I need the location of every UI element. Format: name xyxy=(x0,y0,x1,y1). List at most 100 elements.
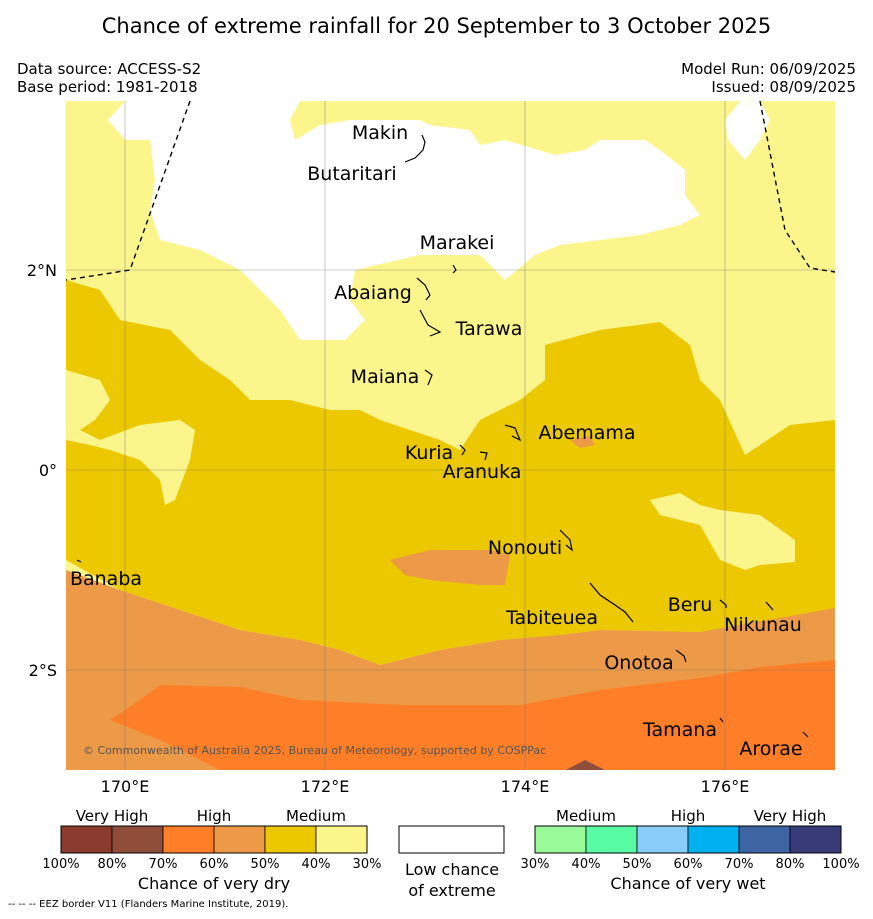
legend-wet-group-very-high: Very High xyxy=(754,807,827,825)
wet-ticks-tick-6: 100% xyxy=(822,857,859,872)
legend-wet-frame xyxy=(534,825,842,854)
dry-swatches-swatch-2 xyxy=(162,825,215,854)
dry-ticks-tick-4: 50% xyxy=(251,857,280,872)
zone-high-dry-patch xyxy=(390,550,510,585)
legend-dry-group-high: High xyxy=(197,807,231,825)
place-label-tamana: Tamana xyxy=(642,719,717,741)
island-nonouti-coast xyxy=(559,529,573,552)
island-arorae-coast xyxy=(802,731,809,738)
dry-ticks-tick-5: 40% xyxy=(302,857,331,872)
place-label-onotoa: Onotoa xyxy=(604,652,673,674)
chart-title: Chance of extreme rainfall for 20 Septem… xyxy=(101,14,772,38)
model-run-info: Model Run: 06/09/2025 Issued: 08/09/2025 xyxy=(681,60,856,96)
lon-label-172e: 172°E xyxy=(301,777,350,796)
dry-ticks-tick-0: 100% xyxy=(42,857,79,872)
legend-low-chance: Low chance of extreme xyxy=(398,825,505,900)
legend-dry-swatches xyxy=(60,825,368,854)
lat-label-0: 0° xyxy=(39,461,57,480)
axis-labels: 2°N 0° 2°S 170°E 172°E 174°E 176°E xyxy=(27,261,749,796)
place-label-kuria: Kuria xyxy=(405,442,453,464)
place-label-nonouti: Nonouti xyxy=(488,537,562,559)
zone-low-chance-north xyxy=(108,101,700,340)
island-tamana-coast xyxy=(719,717,724,723)
island-abaiang-coast xyxy=(416,277,431,301)
place-label-tabiteuea: Tabiteuea xyxy=(505,607,598,629)
legend-wet-ticks: 30% 40% 50% 60% 70% 80% 100% xyxy=(521,857,860,872)
zone-high-dry-far-south xyxy=(110,660,835,770)
issued-date: Issued: 08/09/2025 xyxy=(711,78,856,96)
place-label-marakei: Marakei xyxy=(420,232,495,254)
wet-ticks-tick-5: 80% xyxy=(776,857,805,872)
place-label-aranuka: Aranuka xyxy=(443,461,522,483)
data-source: Data source: ACCESS-S2 xyxy=(17,60,202,78)
base-period: Base period: 1981-2018 xyxy=(17,78,198,96)
zone-light-patch-east xyxy=(650,493,795,570)
place-label-beru: Beru xyxy=(668,594,713,616)
zone-high-dry-dot xyxy=(570,436,595,448)
wet-ticks-tick-2: 50% xyxy=(623,857,652,872)
legend-wet-group-medium: Medium xyxy=(556,807,616,825)
island-onotoa-coast xyxy=(675,649,687,663)
dry-swatches-swatch-4 xyxy=(264,825,317,854)
dry-swatches-swatch-3 xyxy=(213,825,266,854)
wet-swatches-swatch-5 xyxy=(789,825,842,854)
island-abemama-coast xyxy=(504,424,522,442)
lon-label-174e: 174°E xyxy=(501,777,550,796)
wet-ticks-tick-0: 30% xyxy=(521,857,550,872)
legend-dry-ticks: 100% 80% 70% 60% 50% 40% 30% xyxy=(42,857,381,872)
island-banaba-coast xyxy=(76,559,82,563)
dry-swatches-swatch-0 xyxy=(60,825,113,854)
lat-label-2s: 2°S xyxy=(29,661,57,680)
island-kuria-coast xyxy=(459,444,466,456)
legend-wet-group-high: High xyxy=(671,807,705,825)
place-labels: Makin Butaritari Marakei Abaiang Tarawa Maian… xyxy=(70,122,803,760)
place-label-maiana: Maiana xyxy=(351,366,420,388)
eez-footnote: -- -- -- EEZ border V11 (Flanders Marine… xyxy=(8,899,289,910)
island-marakei-coast xyxy=(452,264,457,274)
place-label-abaiang: Abaiang xyxy=(334,282,412,304)
legend-low-swatch xyxy=(398,825,505,854)
place-label-nikunau: Nikunau xyxy=(724,614,802,636)
wet-swatches-swatch-0 xyxy=(534,825,587,854)
legend-dry-group-very-high: Very High xyxy=(76,807,149,825)
model-run: Model Run: 06/09/2025 xyxy=(681,60,856,78)
legend-low-caption-line2: of extreme xyxy=(408,881,495,900)
place-label-banaba: Banaba xyxy=(70,568,142,590)
zone-medium-dry xyxy=(66,280,835,665)
graticule xyxy=(66,101,835,770)
wet-swatches-swatch-4 xyxy=(738,825,791,854)
dry-swatches-swatch-1 xyxy=(111,825,164,854)
wet-swatches-swatch-3 xyxy=(687,825,740,854)
legend-wet-swatches xyxy=(534,825,842,854)
legend-dry-frame xyxy=(60,825,368,854)
legend-wet: Medium High Very High 30% 40% 50% 60% 70% 80%… xyxy=(521,807,860,893)
place-label-tarawa: Tarawa xyxy=(455,318,523,340)
data-source-info: Data source: ACCESS-S2 Base period: 1981… xyxy=(17,60,201,96)
island-tabiteuea-coast xyxy=(589,582,634,623)
coastlines xyxy=(76,134,809,738)
place-label-butaritari: Butaritari xyxy=(307,163,396,185)
dry-ticks-tick-6: 30% xyxy=(353,857,382,872)
zone-low-chance-northeast xyxy=(725,101,770,160)
legend-dry-caption: Chance of very dry xyxy=(138,874,290,893)
legend-low-caption-line1: Low chance xyxy=(405,860,499,879)
island-aranuka-coast xyxy=(479,451,488,461)
map-area: Makin Butaritari Marakei Abaiang Tarawa Maian… xyxy=(66,101,835,770)
place-label-arorae: Arorae xyxy=(739,738,802,760)
zone-light-patch-edge xyxy=(66,370,110,440)
wet-ticks-tick-1: 40% xyxy=(572,857,601,872)
eez-border xyxy=(66,101,835,281)
legend-dry: Very High High Medium 100% 80% 70% 60% 50% 40… xyxy=(42,807,381,893)
wet-swatches-swatch-1 xyxy=(585,825,638,854)
place-label-abemama: Abemama xyxy=(538,422,635,444)
wet-ticks-tick-4: 70% xyxy=(725,857,754,872)
dry-ticks-tick-3: 60% xyxy=(200,857,229,872)
dry-ticks-tick-2: 70% xyxy=(149,857,178,872)
island-makin-coast xyxy=(404,134,426,163)
legend-wet-caption: Chance of very wet xyxy=(610,874,765,893)
island-beru-coast xyxy=(719,599,727,608)
dry-ticks-tick-1: 80% xyxy=(98,857,127,872)
zone-very-high-dry-dot xyxy=(566,760,605,770)
dry-swatches-swatch-5 xyxy=(315,825,368,854)
